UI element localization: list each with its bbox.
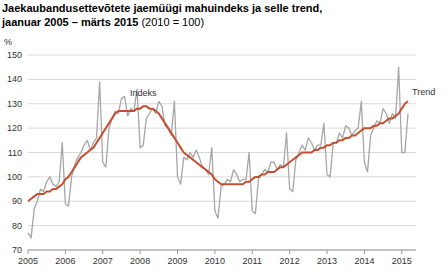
- x-tick-label: 2007: [93, 256, 113, 266]
- y-tick-label: 110: [8, 148, 22, 158]
- y-tick-label: 150: [7, 50, 22, 60]
- x-tick: [401, 250, 402, 254]
- grid-line: [28, 176, 416, 177]
- x-tick-label: 2012: [280, 256, 300, 266]
- y-tick-label: 90: [12, 196, 22, 206]
- x-tick: [140, 250, 141, 254]
- x-tick-label: 2006: [55, 256, 75, 266]
- x-tick-label: 2015: [392, 256, 412, 266]
- plot-area: [28, 67, 408, 238]
- x-tick: [177, 250, 178, 254]
- series-line: [28, 67, 408, 238]
- y-tick-label: 130: [7, 99, 22, 109]
- x-tick: [364, 250, 365, 254]
- title: jaanuar 2005 – märts 2015: [1, 16, 141, 28]
- grid-line: [28, 79, 416, 80]
- x-tick: [327, 250, 328, 254]
- grid-line: [28, 250, 416, 251]
- x-tick: [289, 250, 290, 254]
- series-line: [28, 101, 408, 201]
- x-tick: [28, 250, 29, 254]
- x-tick: [214, 250, 215, 254]
- y-tick-label: 120: [7, 123, 22, 133]
- y-tick-label: 100: [7, 172, 22, 182]
- x-tick: [65, 250, 66, 254]
- series-label: Trend: [412, 87, 435, 97]
- grid-line: [28, 201, 416, 202]
- x-tick-label: 2008: [130, 256, 150, 266]
- y-tick-label: 140: [7, 74, 22, 84]
- title: Jaekaubandusettevõtete jaemüügi mahuinde…: [2, 2, 322, 14]
- x-tick-label: 2005: [18, 256, 38, 266]
- x-tick: [102, 250, 103, 254]
- title-line: jaanuar 2005 – märts 2015 (2010 = 100): [1, 16, 204, 28]
- x-tick-label: 2013: [317, 256, 337, 266]
- x-axis: [28, 250, 416, 251]
- grid-line: [28, 55, 416, 56]
- grid-line: [28, 225, 416, 226]
- y-tick-label: 80: [12, 221, 22, 231]
- y-tick-label: 70: [12, 245, 22, 255]
- x-tick-label: 2009: [167, 256, 187, 266]
- x-tick-label: 2011: [243, 256, 262, 266]
- series-label: Indeks: [130, 88, 157, 98]
- x-tick: [252, 250, 253, 254]
- subtitle: (2010 = 100): [141, 16, 204, 28]
- x-tick-label: 2014: [354, 256, 374, 266]
- chart: Jaekaubandusettevõtete jaemüügi mahuinde…: [0, 0, 447, 272]
- x-tick-label: 2010: [205, 256, 225, 266]
- y-label: %: [4, 37, 12, 47]
- grid-line: [28, 103, 416, 104]
